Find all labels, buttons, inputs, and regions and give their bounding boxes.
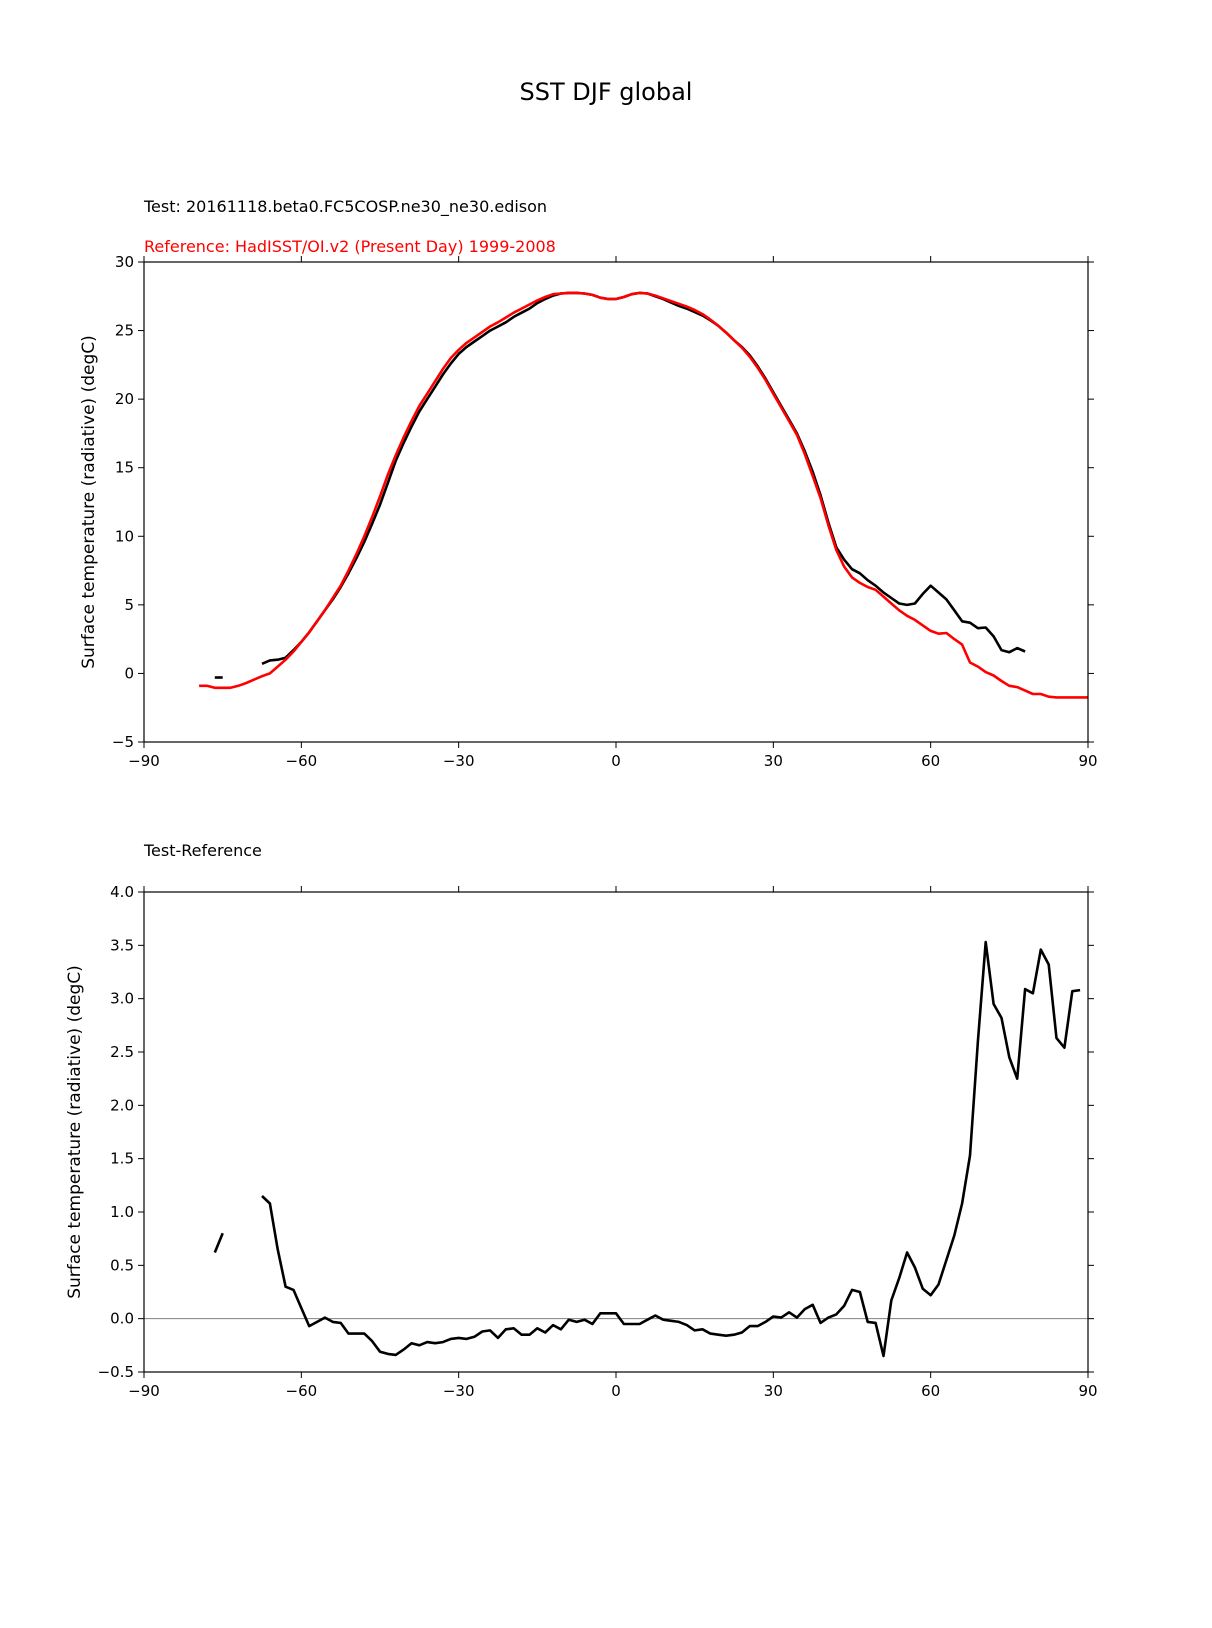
test-series-line [213, 1232, 224, 1253]
plot-frame [143, 891, 1089, 1373]
y-tick-label: 15 [115, 459, 134, 477]
y-tick-label: 3.5 [110, 936, 134, 954]
reference-series-line [199, 291, 1088, 699]
y-tick-label: −5 [112, 733, 134, 751]
y-tick-label: 1.5 [110, 1150, 134, 1168]
x-tick-label: 90 [1078, 1382, 1097, 1400]
test-title: Test: 20161118.beta0.FC5COSP.ne30_ne30.e… [143, 197, 547, 217]
test-series-line [261, 291, 1026, 665]
y-tick-label: 2.0 [110, 1096, 134, 1114]
y-tick-label: 0 [124, 664, 134, 682]
x-tick-label: −90 [128, 1382, 160, 1400]
x-tick-label: 60 [921, 1382, 940, 1400]
y-tick-label: 2.5 [110, 1043, 134, 1061]
x-tick-label: −90 [128, 752, 160, 770]
y-tick-label: 20 [115, 390, 134, 408]
x-tick-label: −60 [286, 752, 318, 770]
y-tick-label: 0.5 [110, 1256, 134, 1274]
x-tick-label: 30 [764, 1382, 783, 1400]
y-tick-label: 1.0 [110, 1203, 134, 1221]
plot-frame [143, 261, 1089, 743]
y-tick-label: 25 [115, 322, 134, 340]
difference-title: Test-Reference [143, 841, 262, 860]
x-tick-label: −30 [443, 752, 475, 770]
x-tick-label: −30 [443, 1382, 475, 1400]
y-tick-label: 5 [124, 596, 134, 614]
y-axis-label: Surface temperature (radiative) (degC) [79, 335, 99, 669]
x-tick-label: 0 [611, 752, 621, 770]
y-tick-label: 30 [115, 253, 134, 271]
panel-difference: Test-Reference −90 −60 −30 0 30 60 90 −0.5 0.0 0.… [65, 841, 1098, 1400]
test-series-line [261, 940, 1081, 1358]
x-tick-label: 90 [1078, 752, 1097, 770]
x-tick-label: 60 [921, 752, 940, 770]
panel-test-vs-reference: Test: 20161118.beta0.FC5COSP.ne30_ne30.e… [79, 197, 1098, 770]
y-tick-label: 4.0 [110, 883, 134, 901]
reference-title: Reference: HadISST/OI.v2 (Present Day) 1… [144, 237, 556, 256]
y-tick-label: 3.0 [110, 990, 134, 1008]
x-tick-label: 0 [611, 1382, 621, 1400]
y-tick-label: 0.0 [110, 1310, 134, 1328]
x-tick-label: −60 [286, 1382, 318, 1400]
y-tick-label: −0.5 [98, 1363, 134, 1381]
figure-title: SST DJF global [520, 78, 693, 106]
y-axis-label: Surface temperature (radiative) (degC) [65, 965, 85, 1299]
x-tick-label: 30 [764, 752, 783, 770]
y-tick-label: 10 [115, 527, 134, 545]
